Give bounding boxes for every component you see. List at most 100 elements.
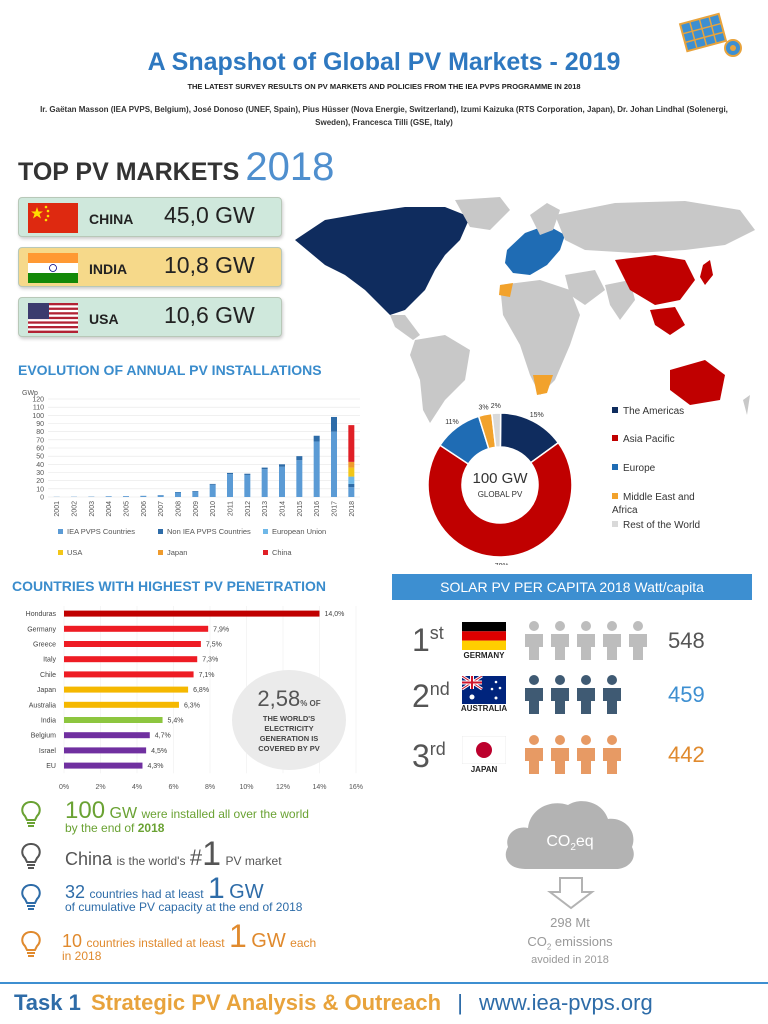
rank-country: AUSTRALIA — [460, 704, 508, 713]
person-icon — [577, 675, 595, 714]
lightbulb-icon — [21, 842, 41, 869]
bar-2012-non-iea-pvps-countries — [244, 473, 251, 475]
donut-center-label: GLOBAL PV — [478, 490, 523, 499]
bar-2006-iea-pvps-countries — [140, 496, 147, 497]
fact-32-countries: 32 countries had at least 1 GW of cumula… — [65, 872, 303, 914]
x-tick-label: 2001 — [54, 501, 61, 517]
map-australia — [670, 360, 725, 405]
legend-label: Asia Pacific — [623, 434, 675, 445]
market-country: CHINA — [89, 211, 134, 227]
fact-china: China is the world's #1 PV market — [65, 835, 282, 873]
y-tick-label: Italy — [43, 657, 56, 664]
bar-italy — [64, 656, 198, 663]
bar-2012-iea-pvps-countries — [244, 474, 251, 497]
map-middle-east — [565, 270, 605, 305]
footer: Task 1 Strategic PV Analysis & Outreach … — [14, 990, 653, 1016]
person-icon — [577, 621, 595, 660]
evolution-heading: EVOLUTION OF ANNUAL PV INSTALLATIONS — [18, 362, 322, 378]
co2-emissions: CO2 emissions — [527, 934, 613, 952]
cloud-icon — [505, 801, 634, 869]
y-tick-label: Germany — [27, 626, 56, 633]
donut-slice-label: 70% — [495, 563, 509, 565]
penetration-unit: % OF — [300, 699, 321, 708]
x-tick-label: 2006 — [141, 501, 148, 517]
rank-number: 2nd — [412, 678, 450, 714]
bar-2008-iea-pvps-countries — [175, 492, 181, 497]
legend-label: IEA PVPS Countries — [67, 527, 135, 536]
co2-mt: 298 Mt — [550, 915, 590, 930]
authors: Ir. Gaëtan Masson (IEA PVPS, Belgium), J… — [40, 105, 728, 127]
x-tick-label: 2003 — [89, 501, 96, 517]
top-markets-heading: TOP PV MARKETS 2018 — [18, 145, 335, 189]
person-icon — [551, 735, 569, 774]
australia-flag-icon — [462, 676, 506, 704]
penetration-heading: COUNTRIES WITH HIGHEST PV PENETRATION — [12, 578, 326, 594]
donut-slice-rest-of-the-world — [490, 412, 502, 449]
rank-3: 3rd — [412, 738, 446, 775]
rank-country: JAPAN — [470, 765, 498, 774]
bar-2018-usa — [348, 467, 355, 477]
legend-swatch — [612, 464, 618, 470]
y-tick-label: Belgium — [31, 733, 56, 740]
donut-legend-item: The Americas — [612, 405, 712, 418]
legend-swatch — [612, 407, 618, 413]
map-russia — [555, 201, 755, 253]
x-tick-label: 4% — [132, 784, 142, 791]
fact-10-countries: 10 countries installed at least 1 GW eac… — [62, 918, 317, 963]
donut-legend-item: Asia Pacific — [612, 433, 712, 446]
donut-legend: The Americas Asia Pacific Europe Middle Eas… — [612, 405, 762, 535]
map-new-zealand — [743, 395, 750, 415]
legend-swatch — [58, 529, 63, 534]
legend-label: Middle East and Africa — [612, 492, 695, 516]
y-tick-label: 110 — [33, 405, 44, 412]
people-row-japan — [525, 735, 621, 774]
bar-2004-iea-pvps-countries — [105, 496, 112, 497]
donut-legend-item: Europe — [612, 462, 712, 475]
bar-2007-iea-pvps-countries — [157, 495, 164, 497]
bar-2005-iea-pvps-countries — [123, 496, 129, 497]
y-tick-label: 40 — [36, 462, 44, 469]
y-tick-label: 70 — [36, 437, 44, 444]
rank-1: 1st — [412, 622, 444, 659]
bar-2014-iea-pvps-countries — [279, 466, 285, 497]
lightbulb-icon — [21, 930, 41, 957]
usa-flag-icon — [28, 303, 78, 333]
legend-label: Rest of the World — [623, 520, 701, 531]
bar-2011-non-iea-pvps-countries — [227, 472, 233, 475]
bar-australia — [64, 701, 179, 708]
x-tick-label: 2004 — [106, 501, 113, 517]
x-tick-label: 16% — [349, 784, 363, 791]
y-tick-label: Australia — [29, 702, 56, 709]
bar-2009-non-iea-pvps-countries — [192, 491, 199, 492]
x-tick-label: 0% — [59, 784, 69, 791]
x-tick-label: 2002 — [72, 501, 79, 517]
y-axis-label: GWp — [22, 390, 38, 397]
footer-url[interactable]: www.iea-pvps.org — [479, 990, 653, 1015]
legend-swatch — [158, 529, 163, 534]
person-icon — [577, 735, 595, 774]
x-tick-label: 10% — [239, 784, 253, 791]
y-tick-label: 80 — [36, 429, 44, 436]
market-box-india: INDIA 10,8 GW — [18, 247, 282, 287]
map-southeast-asia — [650, 307, 685, 335]
market-box-usa: USA 10,6 GW — [18, 297, 282, 337]
bar-2009-iea-pvps-countries — [192, 491, 199, 497]
down-arrow-icon — [547, 877, 595, 910]
map-africa — [500, 280, 580, 395]
footer-sep: | — [457, 990, 463, 1015]
map-scandinavia — [530, 203, 560, 235]
map-india — [605, 280, 635, 320]
bar-honduras — [64, 610, 320, 617]
footer-task: Task 1 — [14, 990, 81, 1015]
donut-center-value: 100 GW — [472, 470, 528, 487]
x-tick-label: 2005 — [124, 501, 131, 517]
bar-2010-iea-pvps-countries — [209, 484, 216, 497]
x-tick-label: 12% — [276, 784, 290, 791]
donut-slice-label: 11% — [445, 419, 459, 426]
x-tick-label: 8% — [205, 784, 215, 791]
bar-2018-european-union — [348, 476, 355, 484]
penetration-chart: 0% 2% 4% 6% 8% 10% 12% 14% 16% Honduras 14,0% Germa… — [26, 606, 363, 791]
bar-eu — [64, 762, 143, 769]
bar-2010-non-iea-pvps-countries — [209, 483, 216, 485]
lightbulb-icon — [21, 883, 41, 910]
